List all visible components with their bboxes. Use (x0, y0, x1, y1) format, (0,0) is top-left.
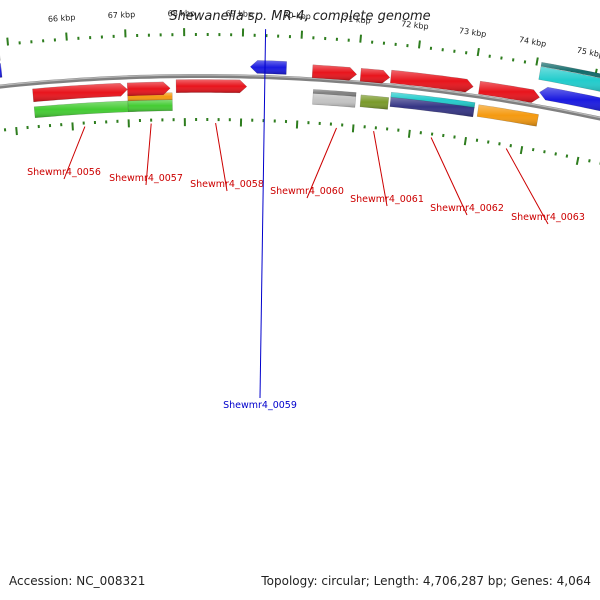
gene-shading (538, 66, 600, 92)
outer-tick (15, 127, 18, 136)
gene-label: Shewmr4_0057 (109, 173, 183, 184)
outer-tick (407, 129, 411, 138)
kbp-label: 73 kbp (458, 26, 486, 39)
gene-shading (390, 70, 474, 93)
inner-tick (418, 40, 421, 49)
gene-shading (390, 92, 476, 108)
callout-line (63, 126, 86, 180)
backbone-highlight (0, 74, 600, 119)
inner-tick (65, 32, 68, 41)
gene-shading (32, 83, 128, 102)
inner-tick (500, 56, 503, 60)
topology-text: Topology: circular; Length: 4,706,287 bp… (261, 574, 591, 588)
inner-tick (476, 47, 480, 57)
outer-tick (351, 124, 355, 133)
outer-tick (71, 122, 74, 131)
gene-shading (0, 63, 3, 78)
gene-features (0, 54, 600, 127)
gene-shading (313, 89, 357, 97)
accession-text: Accession: NC_008321 (9, 574, 146, 588)
outer-tick (509, 144, 512, 148)
inner-tick (359, 34, 362, 43)
gene-shading (360, 68, 390, 84)
gene-label: Shewmr4_0062 (430, 203, 504, 214)
callout-line (373, 131, 388, 207)
inner-tick (523, 60, 527, 64)
callout-line (259, 29, 267, 399)
gene-shading (312, 92, 356, 108)
gene-shading (312, 64, 357, 81)
genome-backbone (0, 74, 600, 121)
kbp-label: 68 kbp (168, 9, 196, 18)
kbp-label: 67 kbp (108, 10, 136, 20)
gene-shading (541, 62, 600, 78)
gene-label: Shewmr4_0056 (27, 167, 101, 178)
gene-shading (250, 60, 287, 75)
gene-callouts: Shewmr4_0056 Shewmr4_0057 Shewmr4_0058 Shew… (27, 29, 585, 411)
gene-shading (360, 94, 389, 110)
kbp-scale: 66 kbp 67 kbp 68 kbp 69 kbp 70 kbp 71 kbp 72 k… (48, 9, 600, 60)
tick-marks (3, 28, 600, 165)
gene-shading (176, 79, 247, 93)
outer-tick (519, 146, 524, 155)
kbp-label: 66 kbp (48, 13, 76, 24)
outer-tick (588, 159, 591, 163)
gene-shading (127, 81, 171, 96)
gene-shading (34, 100, 129, 118)
inner-tick (535, 57, 539, 66)
gene-shading (389, 96, 475, 117)
kbp-label: 70 kbp (283, 11, 311, 21)
callout-line (430, 137, 468, 216)
inner-tick (6, 37, 9, 46)
kbp-label: 74 kbp (518, 35, 547, 49)
outer-tick (498, 142, 501, 146)
gene-shading (127, 99, 173, 112)
outer-tick (531, 147, 535, 152)
gene-label: Shewmr4_0060 (270, 186, 344, 197)
kbp-label: 72 kbp (401, 19, 429, 31)
map-title: Shewanella sp. MR-4, complete genome (169, 9, 431, 24)
kbp-label: 75 kbp (576, 46, 600, 60)
outer-tick (565, 154, 569, 158)
outer-tick (463, 136, 467, 146)
gene-label: Shewmr4_0061 (350, 194, 424, 205)
gene-label: Shewmr4_0059 (223, 400, 297, 411)
callout-line (145, 123, 152, 186)
outer-tick (575, 156, 580, 165)
gene-label: Shewmr4_0063 (511, 212, 585, 223)
gene-shading (478, 81, 540, 103)
callout-line (306, 127, 337, 199)
kbp-label: 69 kbp (225, 9, 253, 19)
gene-label: Shewmr4_0058 (190, 179, 264, 190)
callout-line (505, 148, 549, 225)
outer-tick (543, 150, 546, 154)
outer-tick (554, 152, 557, 156)
gene-shading (539, 87, 600, 111)
backbone-line (0, 74, 600, 121)
callout-line (215, 123, 228, 192)
gene-shading (477, 104, 539, 127)
kbp-label: 71 kbp (343, 14, 371, 25)
outer-tick (487, 140, 490, 144)
